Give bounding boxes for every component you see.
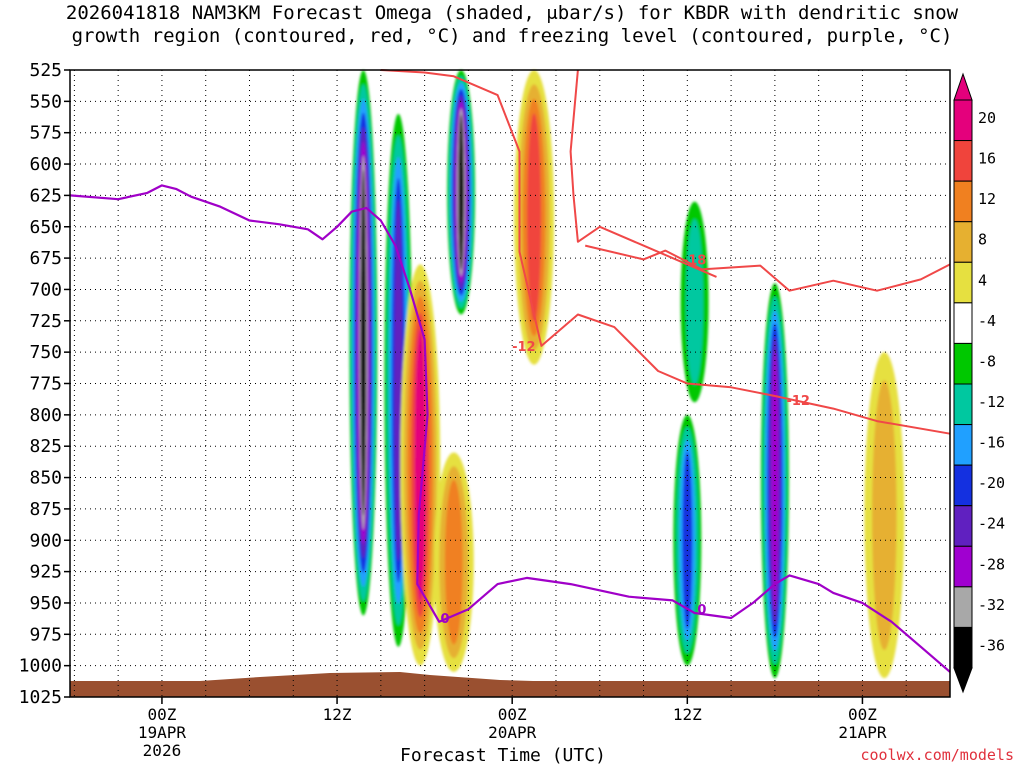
y-tick-label-725: 725 bbox=[29, 311, 62, 332]
colorbar-label--24: -24 bbox=[978, 515, 1005, 533]
y-tick-label-525: 525 bbox=[29, 60, 62, 81]
colorbar-swatch--12 bbox=[953, 383, 973, 426]
y-tick-label-900: 900 bbox=[29, 530, 62, 551]
x-tick-label: 00Z bbox=[498, 705, 527, 724]
colorbar-swatch--4 bbox=[953, 302, 973, 344]
colorbar-label--4: -4 bbox=[978, 312, 996, 330]
colorbar-label--8: -8 bbox=[978, 352, 996, 370]
y-tick-label-825: 825 bbox=[29, 436, 62, 457]
omega-feature-5-level-16 bbox=[527, 113, 542, 322]
y-tick-label-875: 875 bbox=[29, 499, 62, 520]
colorbar-top-arrow bbox=[953, 72, 973, 101]
chart-title: 2026041818 NAM3KM Forecast Omega (shaded… bbox=[0, 2, 1024, 48]
y-tick-label-975: 975 bbox=[29, 624, 62, 645]
y-tick-label-925: 925 bbox=[29, 562, 62, 583]
y-tick-label-675: 675 bbox=[29, 248, 62, 269]
colorbar-swatch-12 bbox=[953, 180, 973, 223]
dgz-label-minus12-b: -12 bbox=[786, 394, 810, 409]
contours: -18 -12 -12 0 0 bbox=[69, 69, 951, 673]
colorbar-swatch--36 bbox=[953, 626, 973, 669]
grid bbox=[70, 69, 950, 698]
colorbar-label--12: -12 bbox=[978, 393, 1005, 411]
y-tick-label-1025: 1025 bbox=[19, 687, 62, 708]
colorbar-swatch--20 bbox=[953, 464, 973, 507]
omega-feature-3-level--36 bbox=[458, 114, 464, 270]
freezing-level-label-b: 0 bbox=[697, 603, 706, 618]
x-axis-title: Forecast Time (UTC) bbox=[400, 745, 606, 766]
colorbar-label--36: -36 bbox=[978, 636, 1005, 654]
y-tick-label-950: 950 bbox=[29, 593, 62, 614]
x-tick-label: 12Z bbox=[673, 705, 702, 724]
colorbar-swatch--8 bbox=[953, 342, 973, 385]
y-tick-label-575: 575 bbox=[29, 123, 62, 144]
colorbar-swatch--24 bbox=[953, 505, 973, 547]
dgz-label-minus18: -18 bbox=[683, 253, 707, 268]
x-tick-label: 2026 bbox=[143, 741, 182, 760]
omega-feature-0-level--36 bbox=[360, 169, 366, 516]
y-tick-label-850: 850 bbox=[29, 468, 62, 489]
y-tick-label-625: 625 bbox=[29, 185, 62, 206]
source-credit: coolwx.com/models bbox=[860, 746, 1014, 764]
colorbar-bottom-arrow bbox=[953, 667, 973, 694]
x-tick-label: 21APR bbox=[838, 723, 887, 742]
y-tick-label-750: 750 bbox=[29, 342, 62, 363]
omega-feature-4-level-12 bbox=[444, 479, 463, 645]
colorbar-swatch--32 bbox=[953, 586, 973, 628]
colorbar-swatch--28 bbox=[953, 545, 973, 588]
x-tick-label: 20APR bbox=[488, 723, 537, 742]
y-tick-label-800: 800 bbox=[29, 405, 62, 426]
omega-feature-6-level--12 bbox=[685, 219, 704, 385]
dgz-contour-0 bbox=[584, 244, 951, 292]
terrain-ridge bbox=[70, 672, 950, 697]
x-tick-label: 00Z bbox=[147, 705, 176, 724]
freezing-level-label-a: 0 bbox=[441, 612, 450, 627]
y-tick-label-650: 650 bbox=[29, 217, 62, 238]
colorbar-label--20: -20 bbox=[978, 474, 1005, 492]
omega-shading bbox=[349, 70, 905, 679]
y-tick-label-700: 700 bbox=[29, 279, 62, 300]
colorbar-label-12: 12 bbox=[978, 190, 996, 208]
x-tick-label: 19APR bbox=[138, 723, 187, 742]
title-line-1: 2026041818 NAM3KM Forecast Omega (shaded… bbox=[65, 2, 959, 24]
colorbar-label-4: 4 bbox=[978, 271, 987, 289]
omega-feature-9-level-8 bbox=[872, 380, 897, 650]
y-tick-label-600: 600 bbox=[29, 154, 62, 175]
x-tick-label: 12Z bbox=[323, 705, 352, 724]
colorbar-swatch--16 bbox=[953, 424, 973, 466]
colorbar-swatch-16 bbox=[953, 140, 973, 182]
y-tick-label-775: 775 bbox=[29, 374, 62, 395]
freezing-level-contour bbox=[69, 184, 951, 673]
colorbar-label--16: -16 bbox=[978, 434, 1005, 452]
colorbar-label-16: 16 bbox=[978, 150, 996, 168]
dgz-contour-2 bbox=[569, 69, 717, 278]
colorbar-label-20: 20 bbox=[978, 109, 996, 127]
title-line-2: growth region (contoured, red, °C) and f… bbox=[71, 25, 953, 47]
dgz-contour-1 bbox=[380, 69, 951, 435]
colorbar-swatch-4 bbox=[953, 261, 973, 304]
x-tick-label: 00Z bbox=[848, 705, 877, 724]
colorbar-label--28: -28 bbox=[978, 555, 1005, 573]
dgz-label-minus12-a: -12 bbox=[512, 340, 536, 355]
colorbar-swatch-8 bbox=[953, 221, 973, 263]
y-axis: 525 550 575 600 625 650 675 700 725 750 775 800 825 8… bbox=[19, 60, 70, 708]
colorbar: 20 16 12 8 4 -4 -8 -12 -16 -20 -24 -28 -32 -36 bbox=[953, 72, 1005, 694]
colorbar-swatch-20 bbox=[953, 99, 973, 142]
colorbar-label-8: 8 bbox=[978, 231, 987, 249]
y-tick-label-550: 550 bbox=[29, 91, 62, 112]
y-tick-label-1000: 1000 bbox=[19, 656, 62, 677]
colorbar-label--32: -32 bbox=[978, 596, 1005, 614]
